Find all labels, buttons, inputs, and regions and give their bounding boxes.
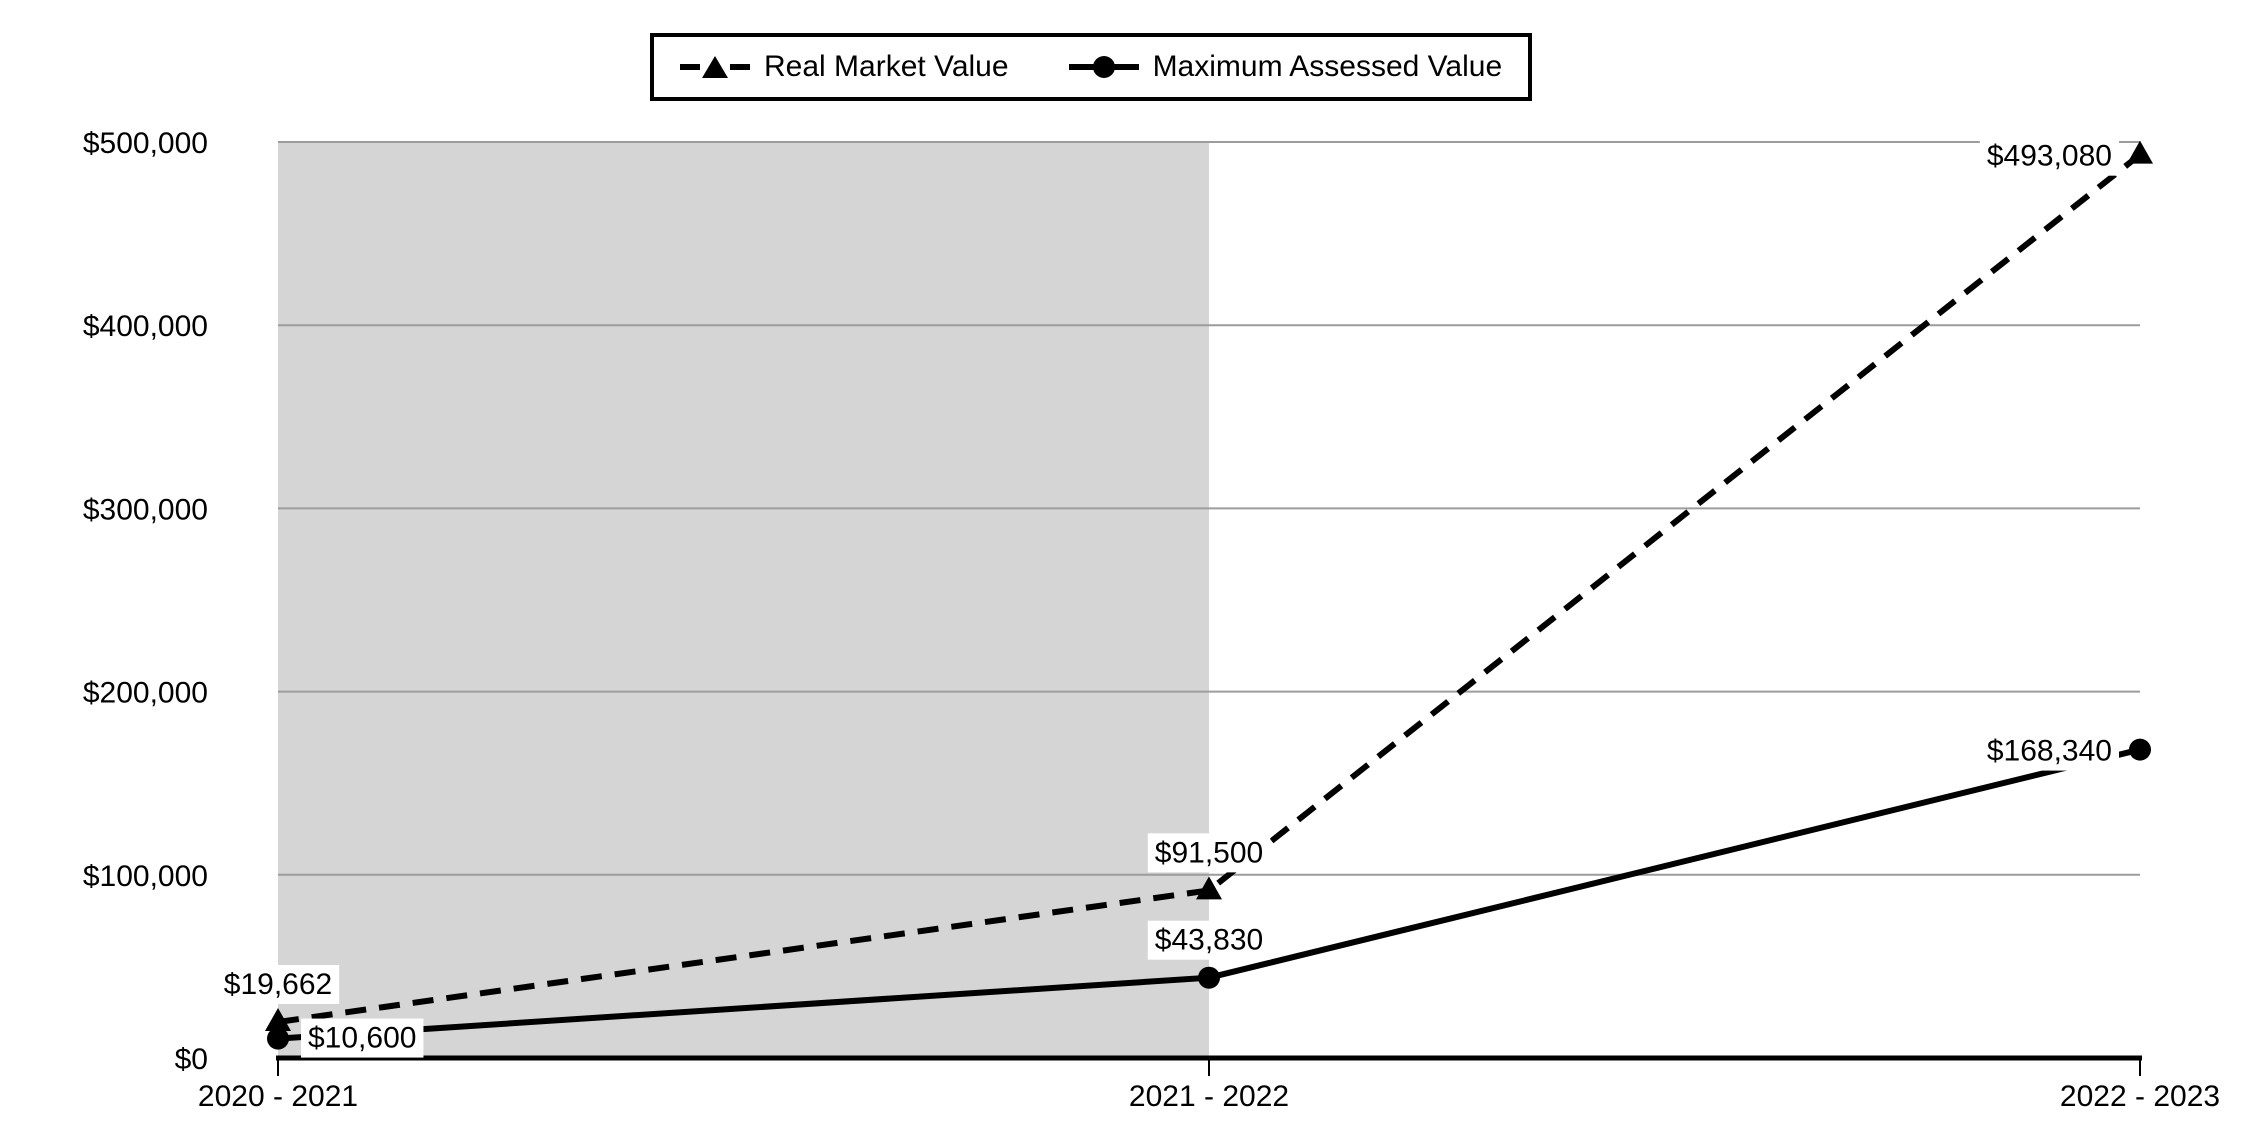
- x-axis-category-label: 2021 - 2022: [1129, 1080, 1289, 1113]
- data-label: $43,830: [1155, 924, 1263, 957]
- legend-item-real-market-value: Real Market Value: [680, 50, 1009, 84]
- shaded-region: [278, 142, 1209, 1058]
- data-label-background: [1147, 833, 1271, 873]
- circle-marker: [1198, 966, 1220, 989]
- legend-label-maximum-assessed-value: Maximum Assessed Value: [1152, 50, 1503, 83]
- data-label-background: [1147, 920, 1271, 960]
- data-label-background: [1979, 136, 2119, 176]
- y-axis-tick-label: $400,000: [83, 310, 208, 343]
- x-axis-category-label: 2022 - 2023: [2060, 1080, 2220, 1113]
- solid-line-circle-marker-icon: [1068, 53, 1139, 81]
- data-labels-group: $19,662 $91,500 $493,080 $10,600 $43,830 $168…: [216, 136, 2119, 1058]
- data-label-background: [301, 1018, 424, 1058]
- data-label-background: [1979, 731, 2119, 771]
- y-axis-tick-label: $500,000: [83, 127, 208, 160]
- legend-item-maximum-assessed-value: Maximum Assessed Value: [1068, 50, 1503, 84]
- y-axis-tick-label: $200,000: [83, 677, 208, 710]
- data-label: $168,340: [1987, 735, 2112, 768]
- triangle-marker: [2127, 140, 2153, 164]
- data-label: $91,500: [1155, 836, 1263, 869]
- data-label: $19,662: [224, 968, 332, 1001]
- dashed-line-triangle-marker-icon: [680, 53, 750, 81]
- y-axis-tick-label: $300,000: [83, 493, 208, 526]
- data-label-background: [216, 964, 340, 1004]
- triangle-marker: [265, 1007, 291, 1031]
- circle-marker: [267, 1027, 289, 1050]
- y-axis-tick-label: $100,000: [83, 860, 208, 893]
- y-axis-tick-label: $0: [175, 1043, 208, 1076]
- legend-label-real-market-value: Real Market Value: [764, 50, 1009, 83]
- circle-marker: [2129, 738, 2151, 761]
- data-label: $10,600: [308, 1022, 416, 1055]
- data-label: $493,080: [1987, 140, 2112, 173]
- triangle-marker: [1196, 876, 1222, 900]
- x-axis-category-label: 2020 - 2021: [198, 1080, 358, 1113]
- legend: Real Market Value Maximum Assessed Value: [650, 33, 1533, 101]
- series-line-dashed: [277, 152, 2142, 1025]
